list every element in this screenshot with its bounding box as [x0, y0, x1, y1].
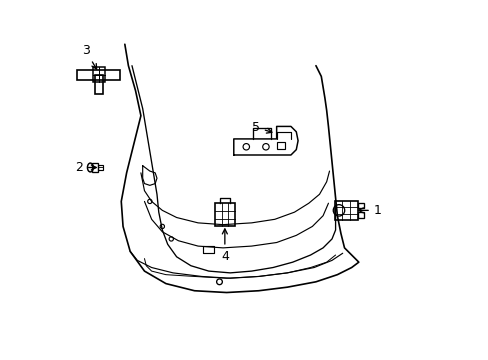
Bar — [334, 201, 357, 220]
Text: 5: 5 — [251, 121, 271, 134]
Text: 4: 4 — [221, 229, 228, 263]
Bar — [77, 69, 120, 80]
Bar — [357, 203, 364, 208]
Bar — [95, 75, 102, 94]
Text: 1: 1 — [358, 204, 381, 217]
Bar — [276, 142, 284, 149]
Text: 3: 3 — [81, 44, 97, 69]
Bar — [98, 165, 102, 170]
Bar — [357, 212, 364, 218]
Bar — [91, 163, 98, 172]
Bar — [215, 203, 234, 226]
Bar — [92, 67, 105, 82]
Text: 2: 2 — [75, 161, 96, 174]
